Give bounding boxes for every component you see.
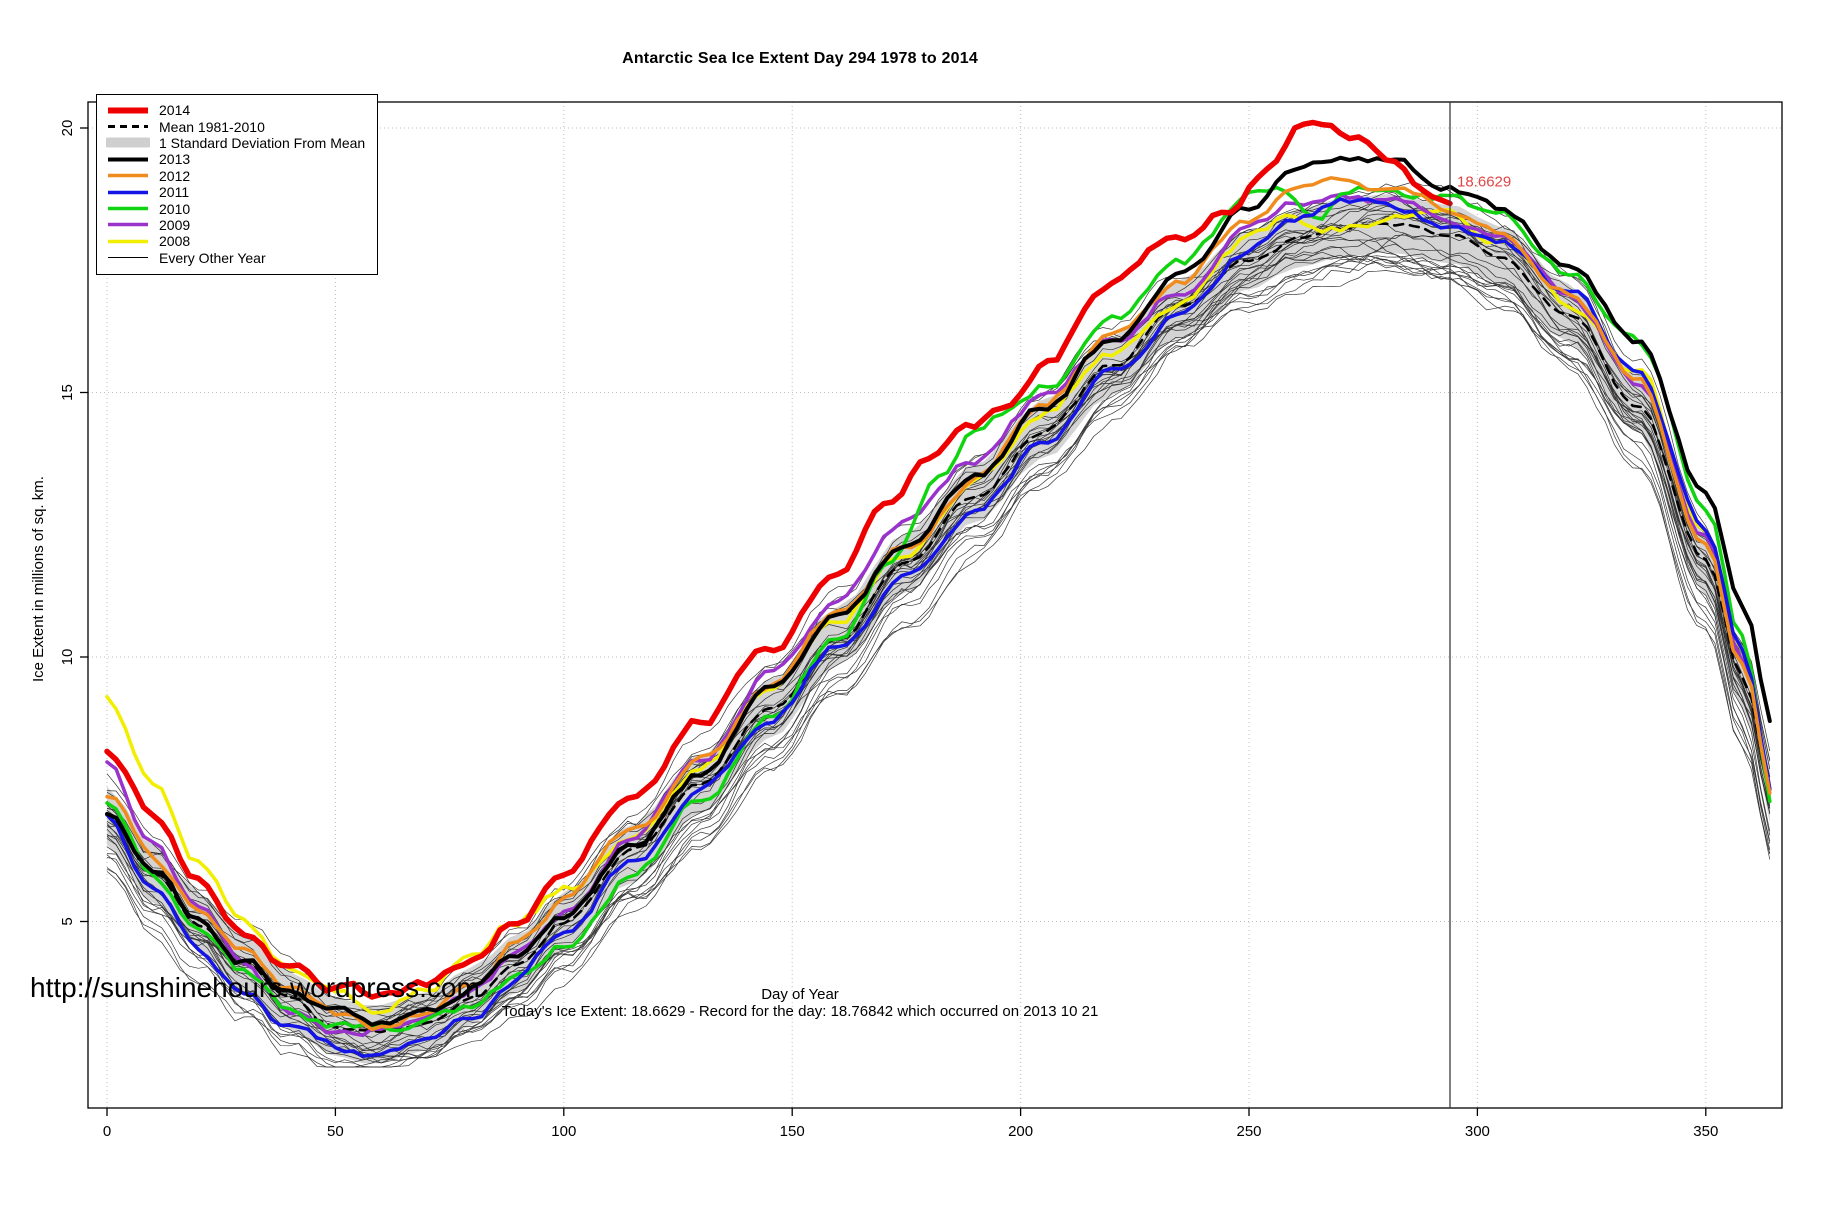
std-dev-band — [107, 194, 1770, 1064]
background-year-line — [106, 254, 1771, 1055]
legend-item-every-other-year: Every Other Year — [106, 250, 365, 266]
background-year-line — [106, 191, 1771, 1013]
axis-labels: 0 50 100 150 200 250 300 350 5 10 15 20 — [59, 120, 1718, 1140]
background-year-line — [106, 211, 1771, 1035]
line-swatch-icon — [108, 174, 148, 178]
background-year-line — [106, 195, 1771, 1014]
background-year-line — [106, 215, 1771, 1027]
background-year-line — [106, 257, 1771, 1059]
legend-item-label: 2009 — [159, 216, 191, 233]
legend-item-label: 2014 — [159, 102, 191, 119]
std-dev-band-swatch — [106, 137, 150, 148]
legend-item-mean-1981-2010: Mean 1981-2010 — [106, 118, 365, 135]
legend-item-label: Every Other Year — [159, 249, 266, 266]
background-year-line — [106, 245, 1771, 1068]
series-line-2011 — [105, 197, 1772, 1058]
legend-item-label: 2008 — [159, 233, 191, 250]
axes — [80, 127, 1707, 1116]
background-year-line — [106, 251, 1771, 1068]
legend-item-2012: 2012 — [106, 168, 365, 184]
legend-item-2011: 2011 — [106, 184, 365, 200]
background-year-line — [106, 181, 1771, 1009]
background-year-line — [106, 204, 1771, 1033]
legend: 2014 Mean 1981-2010 1 Standard Deviation F… — [96, 94, 379, 275]
legend-item-2008: 2008 — [106, 233, 365, 249]
line-swatch-icon — [108, 190, 148, 194]
line-swatch-icon — [108, 257, 148, 259]
legend-item-label: 2010 — [159, 200, 191, 217]
x-tick-label: 50 — [327, 1123, 344, 1140]
background-year-line — [106, 253, 1771, 1061]
series-line-mean-1981-2010 — [105, 222, 1772, 1034]
y-tick-label: 20 — [59, 120, 76, 137]
x-axis-label: Day of Year — [761, 986, 839, 1003]
ice-extent-annotation: 18.6629 — [1457, 174, 1511, 191]
series-line-2012 — [105, 176, 1772, 1032]
x-tick-label: 300 — [1465, 1123, 1490, 1140]
legend-item-label: 2011 — [159, 184, 190, 201]
line-swatch-icon — [108, 107, 148, 114]
legend-item-label: Mean 1981-2010 — [159, 118, 265, 135]
background-year-line — [106, 237, 1771, 1050]
background-year-line — [106, 190, 1771, 1030]
background-year-line — [106, 223, 1771, 1064]
background-year-line — [106, 263, 1771, 1064]
line-swatch-icon — [108, 206, 148, 211]
legend-item-label: 1 Standard Deviation From Mean — [159, 134, 366, 151]
legend-item-2014: 2014 — [106, 102, 365, 118]
background-year-line — [106, 261, 1771, 1068]
background-year-line — [106, 213, 1771, 1038]
x-tick-label: 0 — [103, 1123, 111, 1140]
background-year-line — [106, 199, 1771, 1024]
line-swatch-icon — [108, 223, 148, 227]
x-tick-label: 200 — [1008, 1123, 1033, 1140]
series-line-2013 — [105, 155, 1772, 1027]
plot-border — [87, 101, 1783, 1109]
x-tick-label: 100 — [551, 1123, 576, 1140]
x-tick-label: 350 — [1693, 1123, 1718, 1140]
legend-item-2010: 2010 — [106, 200, 365, 217]
background-year-line — [106, 204, 1771, 1033]
background-year-line — [106, 223, 1771, 1057]
y-tick-label: 15 — [59, 384, 76, 401]
background-year-line — [106, 243, 1771, 1058]
series-line-2014 — [104, 119, 1453, 1000]
background-year-line — [106, 234, 1771, 1054]
line-swatch-icon — [108, 125, 148, 129]
background-year-line — [106, 254, 1771, 1068]
series-line-2008 — [105, 207, 1772, 1015]
legend-item-1-standard-deviation-from-mean: 1 Standard Deviation From Mean — [106, 135, 365, 151]
x-tick-label: 150 — [780, 1123, 805, 1140]
series-line-2009 — [105, 192, 1772, 1038]
legend-item-2013: 2013 — [106, 151, 365, 167]
background-year-line — [106, 215, 1771, 1018]
line-swatch-icon — [108, 157, 148, 162]
x-tick-label: 250 — [1236, 1123, 1261, 1140]
every-other-year-lines — [106, 181, 1771, 1068]
legend-item-label: 2012 — [159, 167, 191, 184]
y-tick-label: 5 — [59, 917, 76, 925]
footer-status: Today's Ice Extent: 18.6629 - Record for… — [501, 1003, 1099, 1020]
footer-url: http://sunshinehours.wordpress.com — [30, 972, 480, 1003]
background-year-line — [106, 231, 1771, 1045]
legend-item-label: 2013 — [159, 151, 191, 168]
background-year-line — [106, 210, 1771, 1049]
y-axis-label: Ice Extent in millions of sq. km. — [30, 476, 47, 682]
y-tick-label: 10 — [59, 649, 76, 666]
chart-title: Antarctic Sea Ice Extent Day 294 1978 to… — [622, 50, 978, 67]
line-swatch-icon — [108, 239, 148, 244]
background-year-line — [106, 237, 1771, 1052]
legend-item-2009: 2009 — [106, 217, 365, 233]
